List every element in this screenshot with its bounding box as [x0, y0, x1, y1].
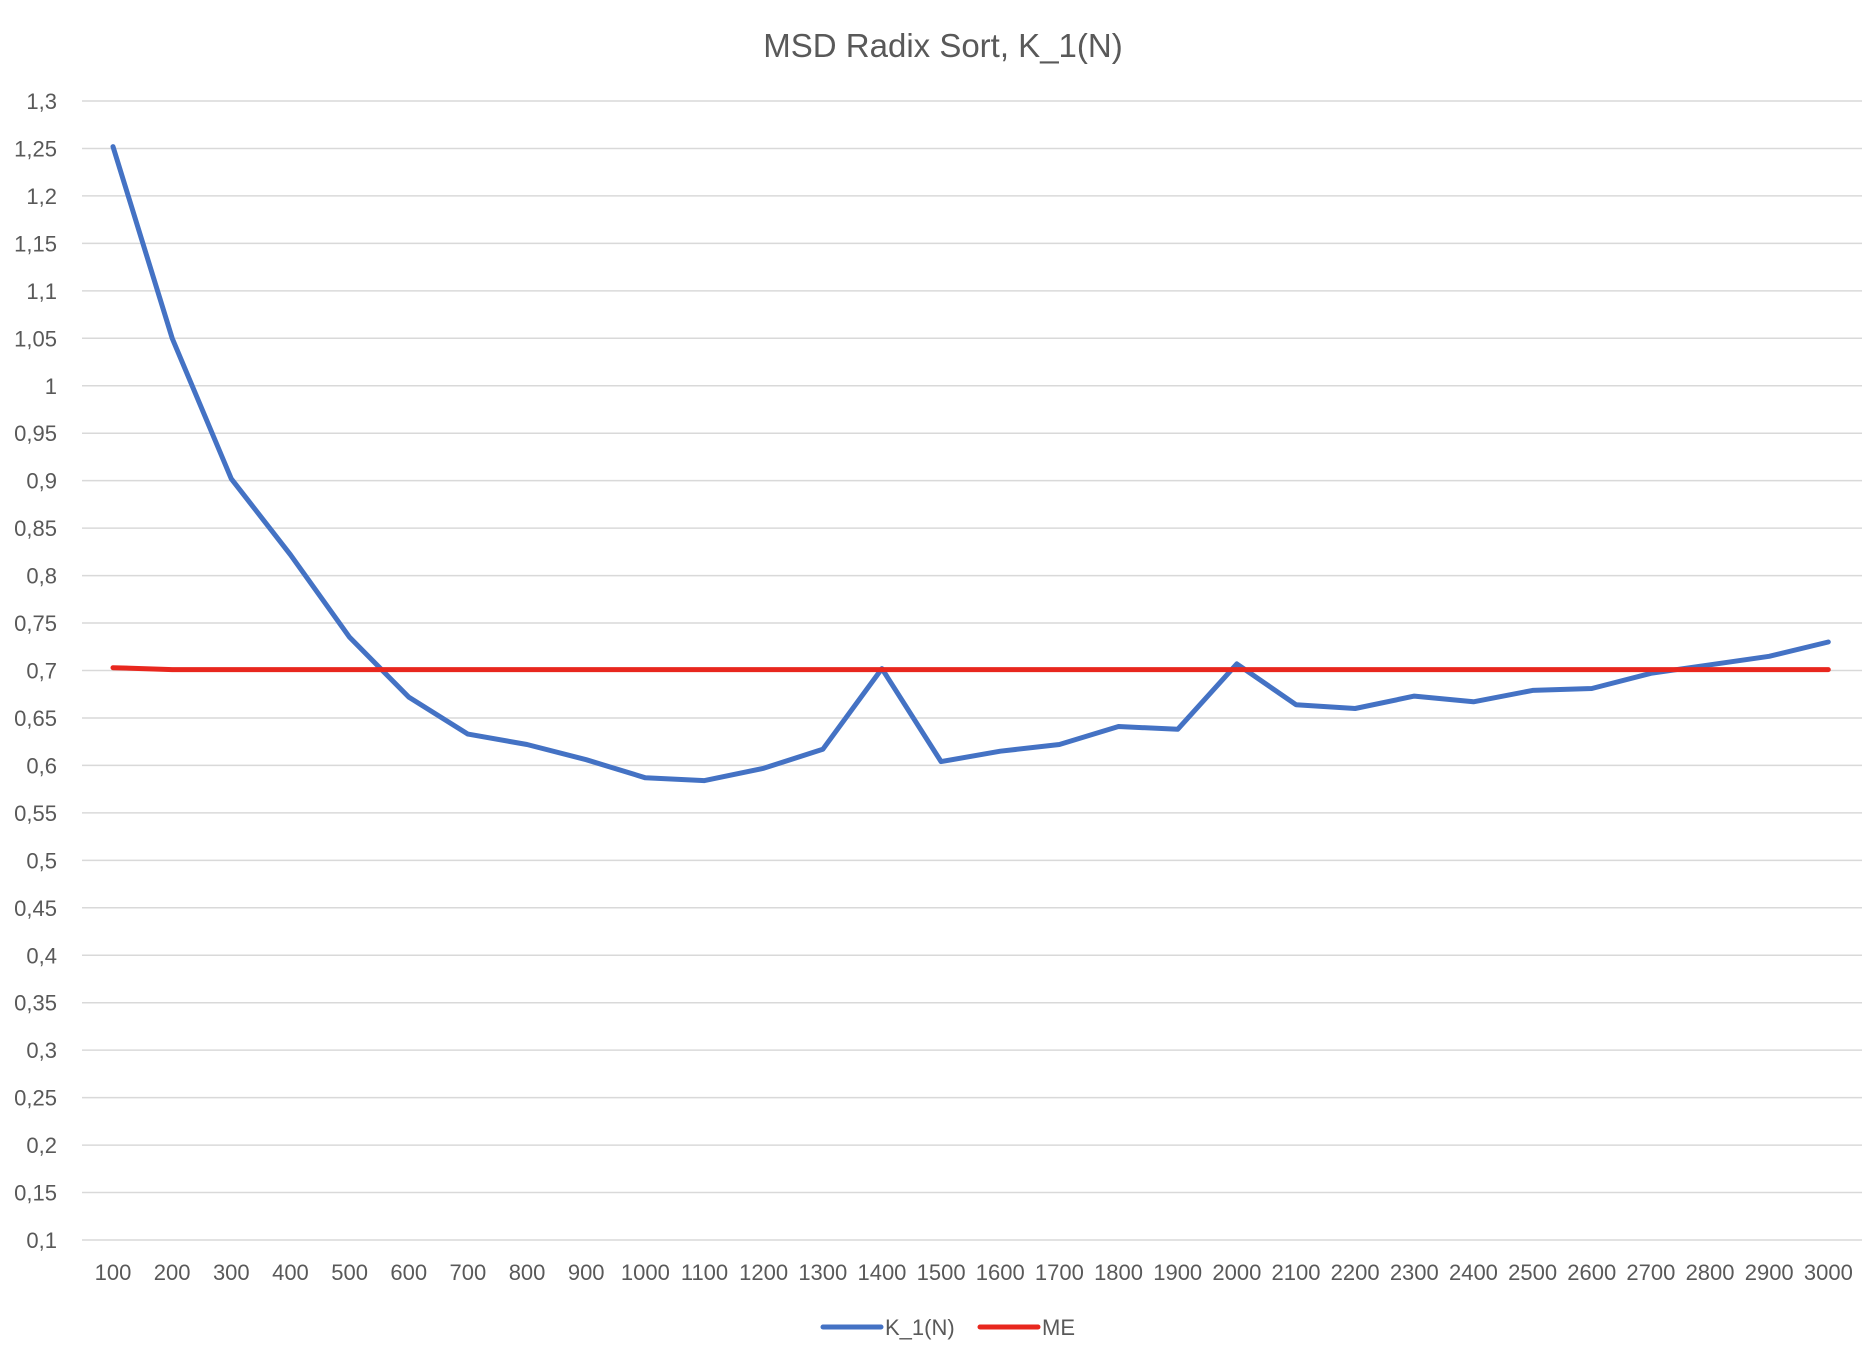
x-tick-label: 1800 — [1094, 1260, 1143, 1285]
x-tick-label: 500 — [331, 1260, 368, 1285]
y-tick-label: 0,85 — [14, 516, 57, 541]
y-tick-label: 0,9 — [26, 469, 57, 494]
x-tick-label: 1100 — [681, 1260, 728, 1285]
x-tick-label: 2700 — [1626, 1260, 1675, 1285]
legend-label: K_1(N) — [885, 1315, 955, 1340]
y-tick-label: 0,2 — [26, 1133, 57, 1158]
x-tick-label: 300 — [213, 1260, 250, 1285]
x-tick-label: 2000 — [1212, 1260, 1261, 1285]
x-tick-label: 2500 — [1508, 1260, 1557, 1285]
x-tick-label: 1400 — [857, 1260, 906, 1285]
x-tick-label: 1300 — [798, 1260, 847, 1285]
y-axis-tick-labels: 0,1 0,15 0,2 0,25 0,3 0,35 0,4 0,45 0,5 0,55 0,6 0,… — [14, 89, 57, 1253]
series-lines — [110, 144, 1831, 784]
x-axis-tick-labels: 100 200 300 400 500 600 700 800 900 1000 1100 1200 1… — [95, 1260, 1853, 1285]
y-tick-label: 0,8 — [26, 564, 57, 589]
y-tick-label: 0,3 — [26, 1038, 57, 1063]
x-tick-label: 1500 — [917, 1260, 966, 1285]
x-tick-label: 2200 — [1331, 1260, 1380, 1285]
y-tick-label: 0,75 — [14, 611, 57, 636]
x-tick-label: 700 — [450, 1260, 487, 1285]
y-tick-label: 0,5 — [26, 848, 57, 873]
x-tick-label: 2100 — [1272, 1260, 1321, 1285]
x-tick-label: 2300 — [1390, 1260, 1439, 1285]
y-tick-label: 0,95 — [14, 421, 57, 446]
y-tick-label: 0,35 — [14, 991, 57, 1016]
series-k1 — [110, 144, 1831, 784]
series-line — [110, 144, 1831, 784]
y-tick-label: 1,05 — [14, 326, 57, 351]
x-tick-label: 100 — [95, 1260, 132, 1285]
x-tick-label: 1200 — [739, 1260, 788, 1285]
x-tick-label: 2900 — [1745, 1260, 1794, 1285]
y-tick-label: 0,15 — [14, 1181, 57, 1206]
x-tick-label: 2400 — [1449, 1260, 1498, 1285]
y-tick-label: 1,2 — [26, 184, 57, 209]
y-tick-label: 1,3 — [26, 89, 57, 114]
x-tick-label: 1000 — [621, 1260, 670, 1285]
legend-item: ME — [977, 1315, 1075, 1340]
y-tick-label: 0,1 — [26, 1228, 57, 1253]
x-tick-label: 3000 — [1804, 1260, 1853, 1285]
y-tick-label: 0,6 — [26, 753, 57, 778]
series-line — [110, 665, 1831, 673]
x-tick-label: 800 — [509, 1260, 546, 1285]
x-tick-label: 1600 — [976, 1260, 1025, 1285]
chart-title: MSD Radix Sort, K_1(N) — [763, 27, 1122, 64]
legend-item: K_1(N) — [820, 1315, 955, 1340]
y-tick-label: 0,4 — [26, 943, 57, 968]
y-tick-label: 1,1 — [26, 279, 57, 304]
x-tick-label: 2800 — [1686, 1260, 1735, 1285]
y-tick-label: 1,25 — [14, 136, 57, 161]
y-tick-label: 0,65 — [14, 706, 57, 731]
y-tick-label: 1,15 — [14, 231, 57, 256]
legend: K_1(N) ME — [820, 1315, 1075, 1340]
x-tick-label: 600 — [390, 1260, 427, 1285]
y-tick-label: 0,7 — [26, 659, 57, 684]
x-tick-label: 200 — [154, 1260, 191, 1285]
y-tick-label: 1 — [45, 374, 57, 399]
y-tick-label: 0,45 — [14, 896, 57, 921]
x-tick-label: 1900 — [1153, 1260, 1202, 1285]
x-tick-label: 2600 — [1567, 1260, 1616, 1285]
y-tick-label: 0,25 — [14, 1086, 57, 1111]
x-tick-label: 900 — [568, 1260, 605, 1285]
x-tick-label: 400 — [272, 1260, 309, 1285]
y-tick-label: 0,55 — [14, 801, 57, 826]
legend-label: ME — [1042, 1315, 1075, 1340]
series-me — [110, 665, 1831, 673]
x-tick-label: 1700 — [1035, 1260, 1084, 1285]
